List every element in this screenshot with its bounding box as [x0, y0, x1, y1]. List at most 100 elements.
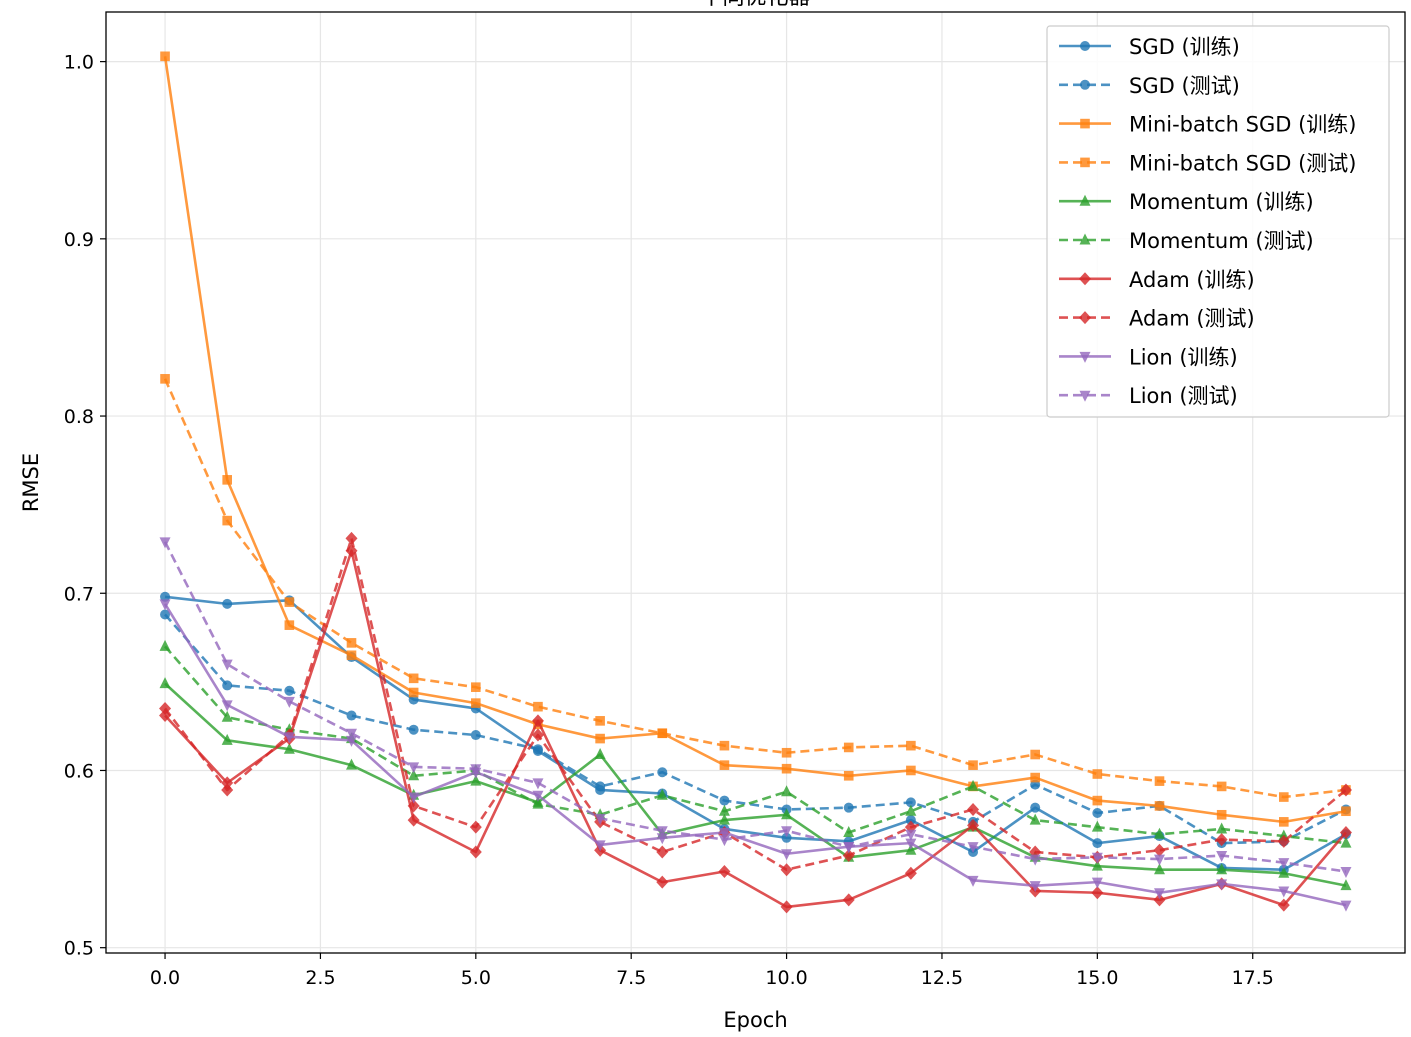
- x-axis-label: Epoch: [723, 1008, 787, 1032]
- data-point: [656, 788, 668, 800]
- data-point: [595, 781, 606, 792]
- data-point: [469, 845, 482, 859]
- data-point: [1029, 881, 1041, 893]
- data-point: [595, 733, 605, 744]
- data-point: [967, 875, 979, 887]
- legend-item: SGD (训练): [1059, 35, 1240, 59]
- legend-marker: [1080, 79, 1090, 90]
- data-point: [718, 804, 730, 816]
- x-tick-label: 17.5: [1232, 967, 1274, 989]
- data-point: [967, 842, 979, 854]
- legend: SGD (训练) SGD (测试) Mini-batch SGD (训练) Mini-…: [1046, 25, 1390, 418]
- data-point: [160, 591, 171, 602]
- data-point: [656, 833, 668, 845]
- data-point: [1153, 827, 1165, 839]
- data-point: [1215, 833, 1228, 847]
- legend-marker: [1079, 311, 1091, 325]
- series-lion-test: [159, 537, 1352, 878]
- data-point: [159, 639, 171, 651]
- data-point: [1341, 806, 1351, 817]
- data-point: [594, 748, 606, 760]
- legend-marker: [1079, 351, 1091, 363]
- data-point: [1277, 898, 1290, 912]
- data-point: [718, 813, 730, 825]
- data-point: [1216, 822, 1228, 834]
- x-tick-label: 10.0: [765, 967, 807, 989]
- series-mini-batch-sgd-test: [160, 374, 1351, 802]
- legend-marker: [1080, 118, 1090, 129]
- data-point: [222, 475, 232, 485]
- data-point: [1091, 820, 1103, 832]
- series-line: [164, 549, 1347, 909]
- legend-item: Adam (训练): [1059, 268, 1255, 292]
- data-point: [1279, 817, 1289, 827]
- data-point: [905, 829, 917, 841]
- data-point: [221, 776, 234, 790]
- legend-item: Momentum (测试): [1059, 229, 1314, 253]
- data-point: [532, 797, 544, 809]
- legend-item: Adam (测试): [1059, 307, 1255, 331]
- legend-item: Lion (训练): [1059, 345, 1238, 369]
- data-point: [408, 769, 420, 781]
- data-point: [842, 893, 855, 907]
- data-point: [1278, 858, 1290, 870]
- y-tick-label: 0.5: [64, 938, 94, 960]
- data-point: [1154, 801, 1165, 811]
- data-point: [1092, 838, 1103, 849]
- legend-item: Mini-batch SGD (测试): [1059, 151, 1356, 175]
- legend-marker: [1080, 41, 1090, 51]
- series-line: [163, 541, 1347, 873]
- series-group: [159, 51, 1352, 914]
- legend-label: Lion (训练): [1129, 345, 1238, 369]
- data-point: [904, 866, 917, 880]
- legend-label: Mini-batch SGD (训练): [1129, 113, 1356, 137]
- data-point: [284, 620, 295, 630]
- data-point: [656, 845, 669, 859]
- data-point: [1339, 783, 1352, 797]
- data-point: [222, 598, 233, 609]
- chart-title: 不同优化器: [700, 0, 810, 10]
- data-point: [471, 698, 481, 708]
- data-point: [1340, 836, 1352, 848]
- data-point: [905, 804, 917, 816]
- series-line: [164, 613, 1347, 845]
- data-point: [967, 802, 980, 816]
- legend-marker: [1079, 272, 1091, 286]
- series-line: [163, 603, 1347, 907]
- data-point: [159, 701, 172, 715]
- series-momentum-test: [159, 639, 1352, 848]
- data-point: [407, 813, 420, 827]
- legend-item: Mini-batch SGD (训练): [1059, 113, 1356, 137]
- legend-label: Adam (训练): [1129, 268, 1255, 292]
- legend-marker: [1080, 157, 1090, 168]
- data-point: [470, 774, 482, 786]
- data-point: [1279, 792, 1289, 802]
- data-point: [284, 597, 295, 607]
- legend-item: Lion (测试): [1059, 384, 1238, 408]
- series-line: [164, 645, 1347, 845]
- data-point: [1278, 886, 1290, 898]
- data-point: [595, 716, 605, 726]
- data-point: [781, 785, 793, 797]
- data-point: [1278, 866, 1290, 878]
- data-point: [781, 763, 792, 774]
- data-point: [843, 770, 854, 781]
- data-point: [346, 638, 357, 648]
- data-point: [781, 747, 792, 758]
- data-point: [843, 802, 854, 813]
- series-line: [163, 378, 1347, 799]
- data-point: [1340, 900, 1352, 912]
- series-line: [164, 595, 1347, 872]
- data-point: [1030, 802, 1041, 813]
- legend-label: SGD (测试): [1129, 74, 1240, 98]
- data-point: [1153, 863, 1165, 875]
- data-point: [222, 515, 232, 526]
- data-point: [656, 826, 668, 838]
- y-axis-label: RMSE: [19, 453, 43, 512]
- y-tick-label: 0.7: [64, 583, 94, 605]
- data-point: [1153, 854, 1165, 866]
- data-point: [1216, 879, 1228, 891]
- data-point: [657, 767, 668, 778]
- data-point: [1029, 854, 1041, 866]
- data-point: [221, 733, 233, 745]
